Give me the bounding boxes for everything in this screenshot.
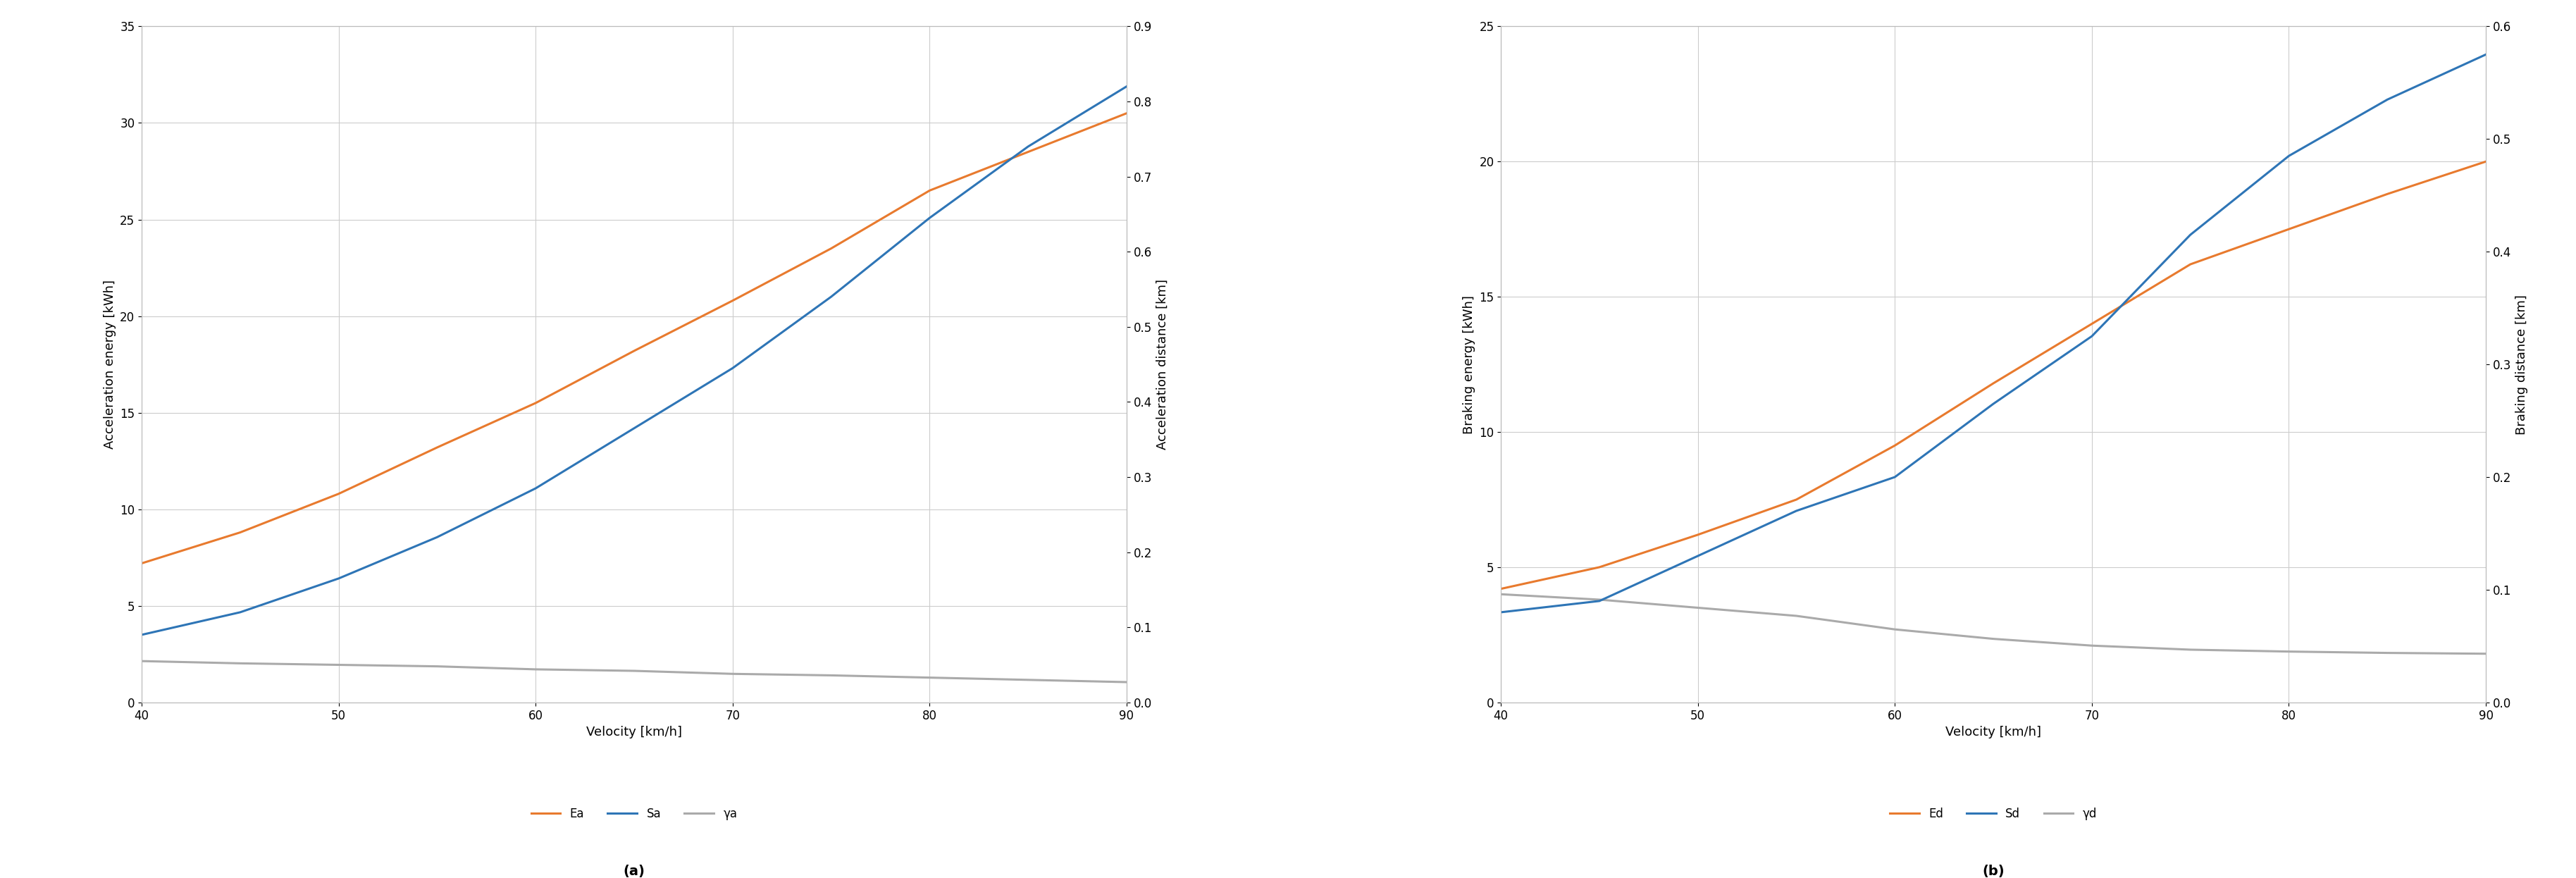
Ed xyxy=(1780,494,1811,505)
γa xyxy=(817,670,848,680)
Sa xyxy=(224,607,255,617)
γd xyxy=(2174,644,2205,655)
Ed xyxy=(1486,584,1517,594)
Ea xyxy=(618,346,649,356)
Sa xyxy=(322,573,353,584)
Sd xyxy=(1584,596,1615,607)
γd xyxy=(1780,610,1811,621)
Sd xyxy=(2076,331,2107,342)
Sa xyxy=(716,363,747,373)
Legend: Ed, Sd, γd: Ed, Sd, γd xyxy=(1886,802,2102,825)
γa xyxy=(322,659,353,670)
γd xyxy=(1486,589,1517,600)
Y-axis label: Braking distance [km]: Braking distance [km] xyxy=(2514,294,2527,435)
Line: γa: γa xyxy=(142,661,1126,682)
Ed xyxy=(1978,378,2009,389)
Ea xyxy=(1110,108,1141,119)
Ed xyxy=(2470,156,2501,167)
Sa xyxy=(618,423,649,434)
Y-axis label: Braking energy [kWh]: Braking energy [kWh] xyxy=(1463,295,1476,434)
γa xyxy=(1110,677,1141,687)
Text: (b): (b) xyxy=(1981,865,2004,878)
Sa xyxy=(914,212,945,223)
Text: (a): (a) xyxy=(623,865,644,878)
Sd xyxy=(1780,506,1811,516)
Sd xyxy=(2275,151,2306,162)
Sa xyxy=(422,532,453,543)
γa xyxy=(914,673,945,683)
γd xyxy=(2470,649,2501,659)
Ed xyxy=(2174,259,2205,270)
Sd xyxy=(2470,49,2501,60)
Sd xyxy=(1682,551,1713,561)
Ea xyxy=(1012,147,1043,157)
Sa xyxy=(1110,81,1141,91)
γa xyxy=(520,664,551,674)
γa xyxy=(422,661,453,672)
Ea xyxy=(322,488,353,499)
γd xyxy=(2275,646,2306,657)
Sd xyxy=(2174,229,2205,240)
Sd xyxy=(1486,607,1517,617)
Ed xyxy=(2076,319,2107,329)
Sa xyxy=(126,630,157,640)
Y-axis label: Acceleration distance [km]: Acceleration distance [km] xyxy=(1157,279,1170,450)
Sd xyxy=(2372,94,2403,104)
Ea xyxy=(126,558,157,569)
Ed xyxy=(2275,224,2306,234)
Ea xyxy=(716,295,747,306)
Line: γd: γd xyxy=(1502,594,2486,654)
Ed xyxy=(2372,189,2403,199)
Line: Ed: Ed xyxy=(1502,162,2486,589)
Y-axis label: Acceleration energy [kWh]: Acceleration energy [kWh] xyxy=(103,280,116,449)
Sd xyxy=(1880,471,1911,482)
X-axis label: Velocity [km/h]: Velocity [km/h] xyxy=(1945,726,2040,738)
γd xyxy=(1880,624,1911,635)
Ea xyxy=(914,185,945,196)
γd xyxy=(1682,602,1713,613)
γa xyxy=(1012,674,1043,685)
Line: Sa: Sa xyxy=(142,86,1126,635)
γd xyxy=(2076,640,2107,651)
Ed xyxy=(1584,562,1615,572)
X-axis label: Velocity [km/h]: Velocity [km/h] xyxy=(587,726,683,738)
Legend: Ea, Sa, γa: Ea, Sa, γa xyxy=(526,802,742,825)
Ea xyxy=(224,527,255,537)
γa xyxy=(618,666,649,676)
γa xyxy=(126,656,157,666)
Sa xyxy=(1012,141,1043,152)
γd xyxy=(2372,648,2403,658)
Ed xyxy=(1682,529,1713,540)
Ea xyxy=(817,243,848,254)
Ea xyxy=(422,443,453,453)
γd xyxy=(1978,634,2009,644)
Line: Sd: Sd xyxy=(1502,54,2486,612)
Sa xyxy=(520,483,551,493)
Sd xyxy=(1978,399,2009,409)
γd xyxy=(1584,594,1615,605)
Sa xyxy=(817,291,848,302)
γa xyxy=(224,658,255,669)
Ed xyxy=(1880,440,1911,450)
Ea xyxy=(520,398,551,408)
γa xyxy=(716,668,747,679)
Line: Ea: Ea xyxy=(142,113,1126,564)
